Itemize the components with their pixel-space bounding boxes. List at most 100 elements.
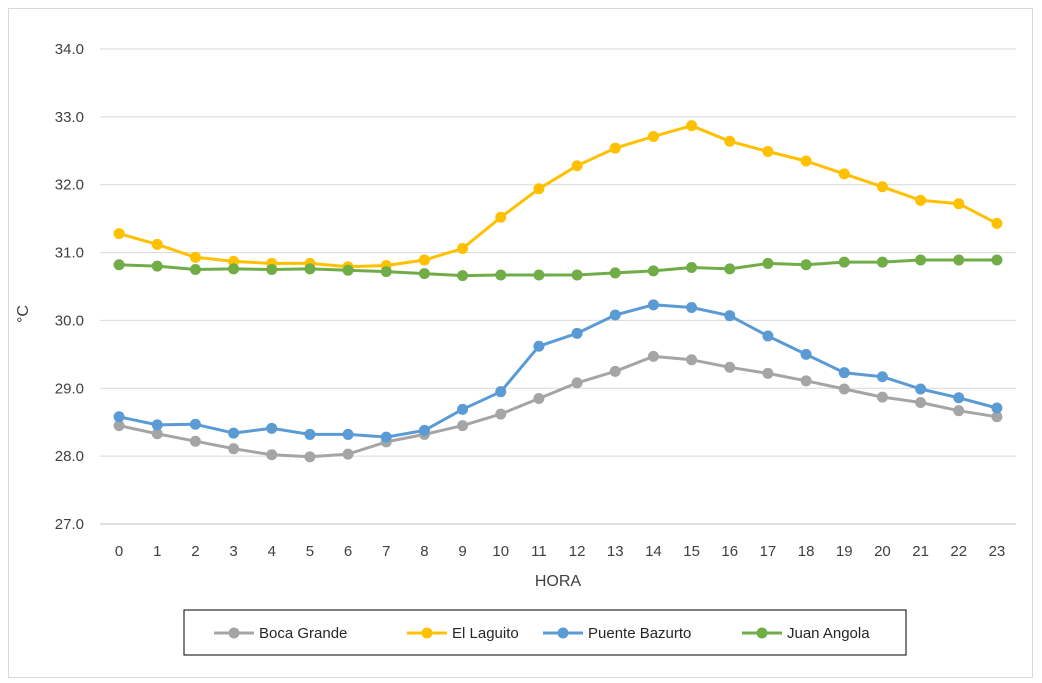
data-point (724, 135, 736, 147)
y-tick-label: 30.0 (55, 312, 84, 329)
series-group (113, 120, 1003, 273)
data-point (647, 299, 659, 311)
x-tick-label: 9 (458, 543, 466, 560)
x-tick-label: 18 (798, 543, 815, 560)
data-point (457, 270, 469, 282)
data-point (189, 435, 201, 447)
data-point (266, 264, 278, 276)
x-tick-label: 4 (268, 543, 276, 560)
data-point (686, 302, 698, 314)
legend-item: Juan Angola (742, 625, 870, 642)
legend-label: Juan Angola (787, 625, 870, 642)
data-point (915, 383, 927, 395)
legend-marker-icon (756, 627, 768, 639)
data-point (495, 269, 507, 281)
data-point (304, 263, 316, 275)
data-point (189, 251, 201, 263)
y-tick-label: 29.0 (55, 380, 84, 397)
series-line (118, 124, 998, 269)
data-point (991, 402, 1003, 414)
data-point (686, 354, 698, 366)
data-point (724, 310, 736, 322)
data-point (609, 267, 621, 279)
data-point (647, 265, 659, 277)
x-tick-label: 20 (874, 543, 891, 560)
x-tick-label: 6 (344, 543, 352, 560)
data-point (686, 120, 698, 132)
data-point (418, 254, 430, 266)
legend-marker-icon (557, 627, 569, 639)
data-point (495, 408, 507, 420)
x-tick-label: 3 (229, 543, 237, 560)
legend-item: Puente Bazurto (543, 625, 691, 642)
data-point (991, 411, 1003, 423)
data-point (571, 160, 583, 172)
data-point (495, 386, 507, 398)
data-point (571, 269, 583, 281)
data-point (418, 268, 430, 280)
data-point (342, 264, 354, 276)
data-point (380, 431, 392, 443)
x-tick-label: 8 (420, 543, 428, 560)
data-point (533, 392, 545, 404)
data-point (991, 217, 1003, 229)
data-point (533, 340, 545, 352)
data-point (991, 254, 1003, 266)
data-point (228, 427, 240, 439)
y-tick-label: 27.0 (55, 516, 84, 533)
data-point (762, 330, 774, 342)
data-point (953, 254, 965, 266)
data-point (228, 263, 240, 275)
data-point (838, 383, 850, 395)
legend-label: Boca Grande (259, 625, 347, 642)
data-point (876, 371, 888, 383)
x-tick-label: 7 (382, 543, 390, 560)
x-tick-label: 16 (721, 543, 738, 560)
data-point (266, 422, 278, 434)
y-tick-label: 32.0 (55, 177, 84, 194)
data-point (571, 377, 583, 389)
legend: Boca Grande El Laguito Puente Bazurto Juan … (183, 609, 907, 656)
data-point (533, 269, 545, 281)
data-point (609, 142, 621, 154)
series-group (113, 299, 1003, 443)
data-point (724, 361, 736, 373)
legend-item: El Laguito (407, 625, 519, 642)
legend-item: Boca Grande (214, 625, 347, 642)
data-point (228, 443, 240, 455)
chart-frame (8, 8, 1033, 678)
series-line (118, 354, 998, 459)
y-tick-label: 28.0 (55, 448, 84, 465)
x-tick-label: 21 (912, 543, 929, 560)
data-point (762, 257, 774, 269)
data-point (800, 348, 812, 360)
y-axis-ticks: 27.0 28.0 29.0 30.0 31.0 32.0 33.0 34.0 (55, 41, 84, 533)
data-point (113, 228, 125, 240)
data-point (915, 397, 927, 409)
data-point (113, 420, 125, 432)
data-point (380, 266, 392, 278)
data-point (686, 262, 698, 273)
data-point (342, 448, 354, 460)
legend-label: El Laguito (452, 625, 519, 642)
data-point (762, 145, 774, 157)
data-point (953, 392, 965, 404)
data-point (953, 405, 965, 417)
data-point (800, 375, 812, 387)
legend-marker-icon (228, 627, 240, 639)
x-tick-label: 14 (645, 543, 662, 560)
data-point (876, 391, 888, 403)
x-tick-label: 22 (950, 543, 967, 560)
legend-marker-icon (421, 627, 433, 639)
data-point (838, 367, 850, 379)
data-point (647, 350, 659, 362)
data-point (915, 254, 927, 266)
data-point (876, 181, 888, 193)
x-tick-label: 23 (989, 543, 1006, 560)
x-tick-label: 15 (683, 543, 700, 560)
x-tick-label: 19 (836, 543, 853, 560)
data-point (304, 451, 316, 463)
data-point (342, 428, 354, 440)
x-tick-label: 12 (569, 543, 586, 560)
